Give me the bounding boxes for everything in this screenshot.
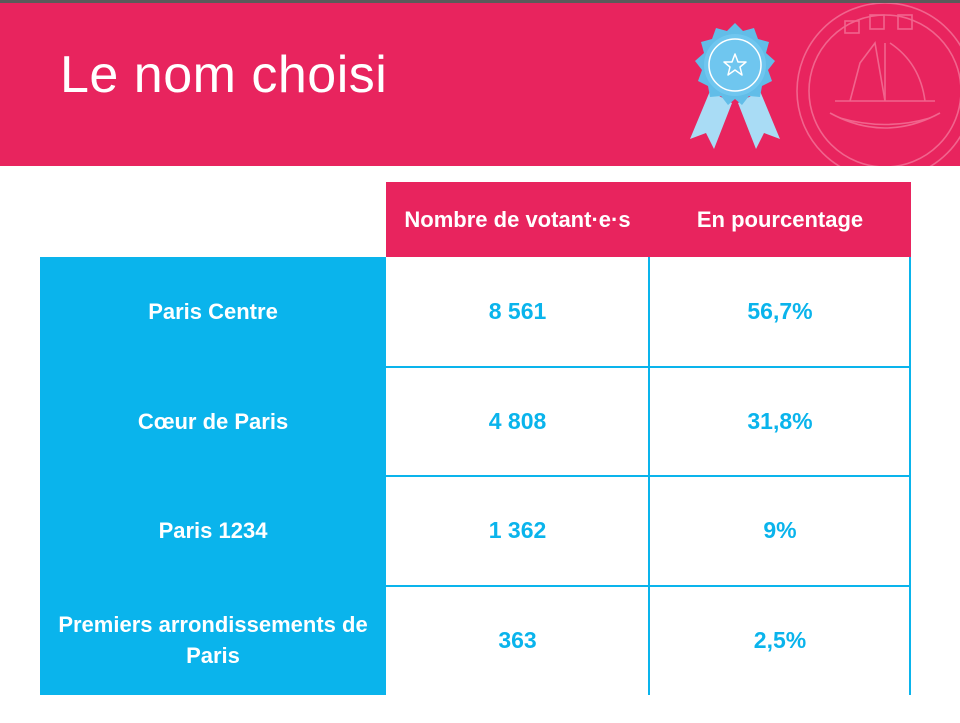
- award-ribbon-icon: [690, 23, 780, 149]
- row-label: Paris Centre: [148, 299, 278, 325]
- slide-header: Le nom choisi: [0, 3, 960, 166]
- column-header-percent: En pourcentage: [649, 182, 911, 257]
- row-label: Paris 1234: [158, 518, 268, 544]
- top-border: [0, 0, 960, 3]
- slide-title: Le nom choisi: [60, 46, 388, 104]
- cell-count: 4 808: [386, 366, 649, 476]
- cell-count: 8 561: [386, 257, 649, 367]
- cell-percent: 56,7%: [649, 257, 911, 367]
- cell-percent: 31,8%: [649, 366, 911, 476]
- cell-count: 1 362: [386, 476, 649, 586]
- row-label: Cœur de Paris: [137, 408, 289, 434]
- grid-divider: [386, 365, 911, 368]
- paris-seal-icon: [796, 3, 960, 166]
- cell-percent: 9%: [649, 476, 911, 586]
- row-label-column: [40, 257, 386, 695]
- column-header-count: Nombre de votant·e·s: [386, 182, 649, 257]
- cell-percent: 2,5%: [649, 585, 911, 695]
- cell-count: 363: [386, 585, 649, 695]
- grid-divider: [386, 475, 911, 477]
- grid-divider: [386, 584, 911, 587]
- row-label: Premiers arrondissements de Paris: [58, 612, 368, 669]
